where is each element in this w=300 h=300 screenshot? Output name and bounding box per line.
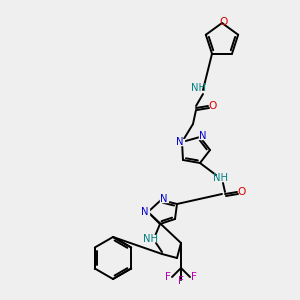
Text: F: F [165,272,171,282]
Text: O: O [220,17,228,27]
Text: N: N [199,131,207,141]
Bar [141,209,149,215]
Bar [160,196,168,202]
Text: NH: NH [191,83,206,93]
Text: F: F [191,272,197,282]
Text: O: O [209,101,217,111]
Text: F: F [178,276,184,286]
Text: N: N [176,137,184,147]
Text: O: O [238,187,246,197]
Text: NH: NH [212,173,227,183]
Bar [146,235,156,241]
Bar [176,139,184,145]
Text: N: N [141,207,149,217]
Bar [199,133,207,139]
Text: NH: NH [143,234,158,244]
Text: N: N [160,194,168,204]
